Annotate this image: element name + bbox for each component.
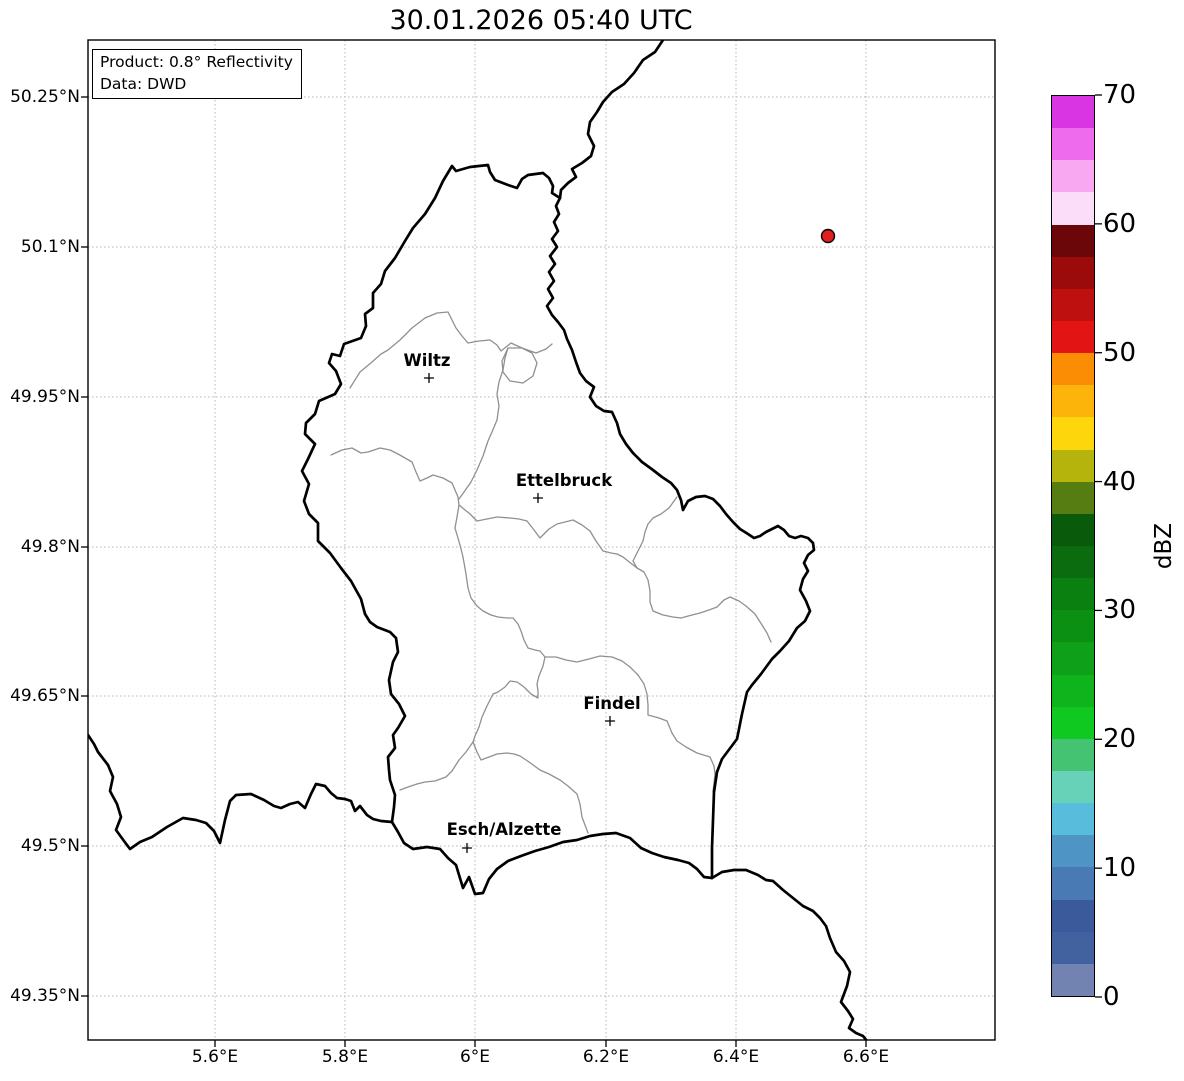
longitude-tick-label: 6°E <box>459 1047 491 1067</box>
latitude-tick-label: 49.35°N <box>10 986 80 1006</box>
colorbar-segment <box>1052 256 1094 289</box>
colorbar-segment <box>1052 738 1094 771</box>
colorbar-segment <box>1052 931 1094 964</box>
colorbar-tick-label: 10 <box>1103 853 1137 884</box>
longitude-tick-label: 5.6°E <box>191 1047 239 1067</box>
colorbar-tick-label: 30 <box>1103 595 1137 626</box>
colorbar-tick-label: 0 <box>1103 982 1120 1012</box>
canton-border <box>399 741 474 791</box>
colorbar-segment <box>1052 770 1094 804</box>
colorbar-tick-label: 70 <box>1103 80 1137 110</box>
latitude-tick-label: 50.1°N <box>20 237 80 257</box>
latitude-tick-label: 49.65°N <box>10 686 80 706</box>
colorbar-tick-label: 40 <box>1103 466 1137 497</box>
colorbar-segment <box>1052 578 1094 611</box>
axes-frame <box>87 39 996 1041</box>
national-border <box>710 868 868 1040</box>
colorbar-segment <box>1052 642 1094 675</box>
colorbar-segment <box>1052 320 1094 354</box>
colorbar-segment <box>1052 963 1094 996</box>
colorbar-segment <box>1052 899 1094 932</box>
city-marker <box>423 372 435 384</box>
colorbar-segment <box>1052 353 1094 386</box>
page-title: 30.01.2026 05:40 UTC <box>389 5 693 36</box>
colorbar-segment <box>1052 674 1094 707</box>
colorbar-tick-label: 60 <box>1103 208 1137 239</box>
canton-border <box>458 419 498 500</box>
city-marker <box>604 715 616 727</box>
city-marker <box>461 842 473 854</box>
national-border <box>558 40 665 200</box>
colorbar-segment <box>1052 288 1094 321</box>
product-inset-box: Product: 0.8° Reflectivity Data: DWD <box>92 49 302 99</box>
data-source-line: Data: DWD <box>100 74 187 93</box>
graticule <box>88 40 995 1040</box>
canton-border <box>458 504 638 569</box>
reflectivity-colorbar <box>1051 95 1095 997</box>
canton-border <box>501 347 538 384</box>
colorbar-segment <box>1052 803 1094 836</box>
colorbar-segment <box>1052 385 1094 418</box>
canton-border <box>636 567 772 643</box>
canton-border <box>496 347 509 421</box>
colorbar-axis-label: dBZ <box>1151 522 1177 570</box>
longitude-tick-label: 6.6°E <box>842 1047 890 1067</box>
colorbar-segment <box>1052 706 1094 739</box>
colorbar-segment <box>1052 417 1094 450</box>
canton-border <box>349 311 553 389</box>
city-marker <box>532 492 544 504</box>
canton-border <box>472 741 589 834</box>
colorbar-ticks <box>1095 94 1102 998</box>
colorbar-segment <box>1052 224 1094 257</box>
longitude-tick-label: 6.4°E <box>712 1047 760 1067</box>
colorbar-segment <box>1052 160 1094 193</box>
latitude-tick-label: 49.8°N <box>20 537 80 557</box>
colorbar-segment <box>1052 449 1094 482</box>
colorbar-segment <box>1052 481 1094 514</box>
colorbar-segment <box>1052 128 1094 161</box>
colorbar-tick-label: 50 <box>1103 337 1137 368</box>
national-border <box>88 733 394 851</box>
city-label: Findel <box>583 694 641 713</box>
colorbar-segment <box>1052 610 1094 643</box>
canton-border <box>632 496 678 569</box>
national-border <box>300 163 816 896</box>
axis-ticks <box>81 96 867 1047</box>
canton-border <box>454 527 546 658</box>
city-label: Esch/Alzette <box>446 820 562 839</box>
colorbar-tick-label: 20 <box>1103 724 1137 755</box>
longitude-tick-label: 6.2°E <box>582 1047 630 1067</box>
colorbar-segment <box>1052 545 1094 579</box>
product-line: Product: 0.8° Reflectivity <box>100 53 293 71</box>
canton-border <box>330 447 460 529</box>
latitude-tick-label: 49.5°N <box>20 836 80 856</box>
city-label: Wiltz <box>403 351 451 370</box>
canton-border <box>472 656 546 743</box>
colorbar-segment <box>1052 835 1094 868</box>
city-label: Ettelbruck <box>515 471 613 490</box>
colorbar-segment <box>1052 192 1094 225</box>
colorbar-segment <box>1052 96 1094 129</box>
canton-border <box>544 655 716 793</box>
longitude-tick-label: 5.8°E <box>321 1047 369 1067</box>
colorbar-segment <box>1052 513 1094 546</box>
latitude-tick-label: 50.25°N <box>10 87 80 107</box>
radar-site-dot <box>820 228 836 244</box>
latitude-tick-label: 49.95°N <box>10 387 80 407</box>
colorbar-segment <box>1052 867 1094 900</box>
